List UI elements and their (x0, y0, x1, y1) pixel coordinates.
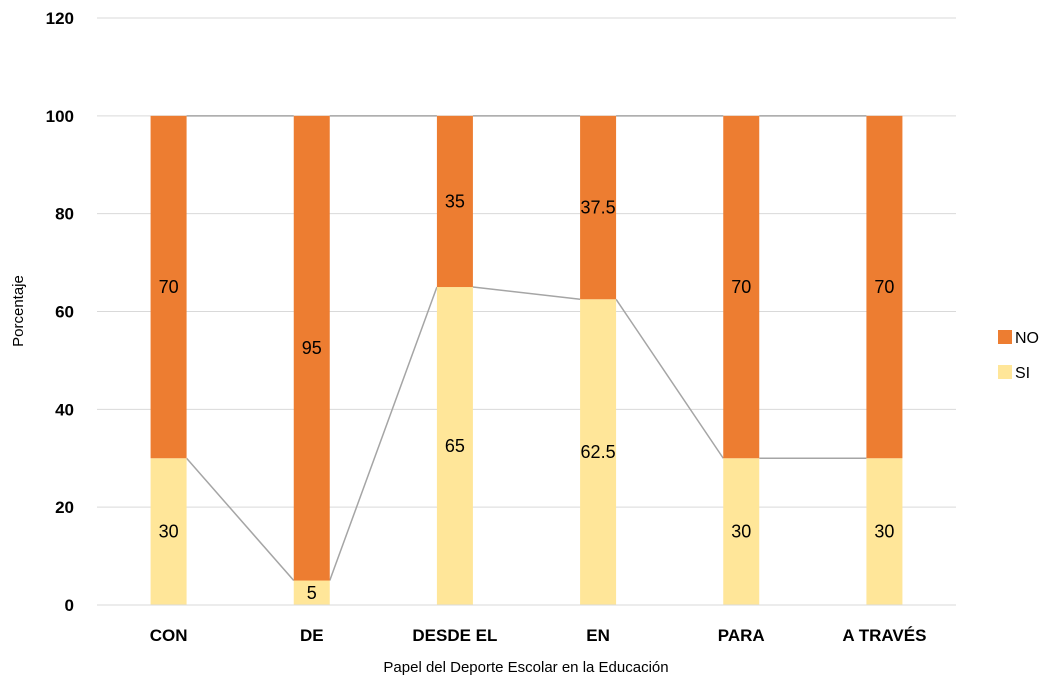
y-tick-label: 120 (46, 9, 74, 28)
y-tick-label: 0 (65, 596, 74, 615)
x-tick-label: EN (586, 626, 610, 645)
legend-label-si: SI (1015, 365, 1030, 382)
bar-si-2 (436, 287, 473, 605)
bar-no-1 (293, 115, 330, 581)
data-label-si: 30 (159, 522, 179, 542)
data-label-no: 70 (159, 277, 179, 297)
y-axis-label: Porcentaje (10, 275, 27, 347)
bar-si-5 (866, 458, 903, 605)
legend: NO SI (998, 330, 1039, 382)
bar-no-4 (723, 115, 760, 459)
x-tick-label: CON (150, 626, 188, 645)
data-labels: 30 70 5 95 65 35 62.5 37.5 30 70 30 70 (159, 191, 895, 602)
series-line-si (186, 457, 295, 582)
data-label-si: 30 (731, 522, 751, 542)
y-tick-label: 20 (55, 498, 74, 517)
series-lines (186, 115, 867, 582)
y-tick-label: 40 (55, 400, 74, 419)
bar-no-3 (580, 115, 617, 300)
data-label-no: 35 (445, 191, 465, 211)
gridlines (97, 17, 956, 606)
y-tick-label: 80 (55, 205, 74, 224)
data-label-si: 30 (874, 522, 894, 542)
data-label-no: 37.5 (581, 198, 616, 218)
bar-si-4 (723, 458, 760, 605)
bar-no-5 (866, 115, 903, 459)
bar-si-1 (293, 580, 330, 605)
data-label-no: 70 (731, 277, 751, 297)
series-line-si (329, 286, 438, 581)
series-line-si (615, 298, 724, 459)
y-tick-label: 60 (55, 303, 74, 322)
y-tick-label: 100 (46, 107, 74, 126)
x-tick-label: DE (300, 626, 324, 645)
data-label-si: 62.5 (581, 442, 616, 462)
data-label-no: 70 (874, 277, 894, 297)
series-line-si (472, 286, 581, 301)
bar-no-0 (150, 115, 187, 459)
legend-swatch-no (998, 330, 1012, 344)
x-tick-label: PARA (718, 626, 765, 645)
bar-si-0 (150, 458, 187, 605)
bar-si-3 (580, 299, 617, 605)
legend-label-no: NO (1015, 330, 1039, 347)
bar-no-2 (436, 115, 473, 288)
x-axis-label: Papel del Deporte Escolar en la Educació… (383, 659, 668, 676)
data-label-no: 95 (302, 338, 322, 358)
y-axis-ticks: 0 20 40 60 80 100 120 (46, 9, 74, 615)
x-tick-label: A TRAVÉS (842, 626, 926, 645)
x-axis-ticks: CON DE DESDE EL EN PARA A TRAVÉS (97, 604, 956, 645)
bars (150, 115, 903, 605)
legend-swatch-si (998, 365, 1012, 379)
x-tick-label: DESDE EL (412, 626, 497, 645)
data-label-si: 65 (445, 436, 465, 456)
data-label-si: 5 (307, 583, 317, 603)
